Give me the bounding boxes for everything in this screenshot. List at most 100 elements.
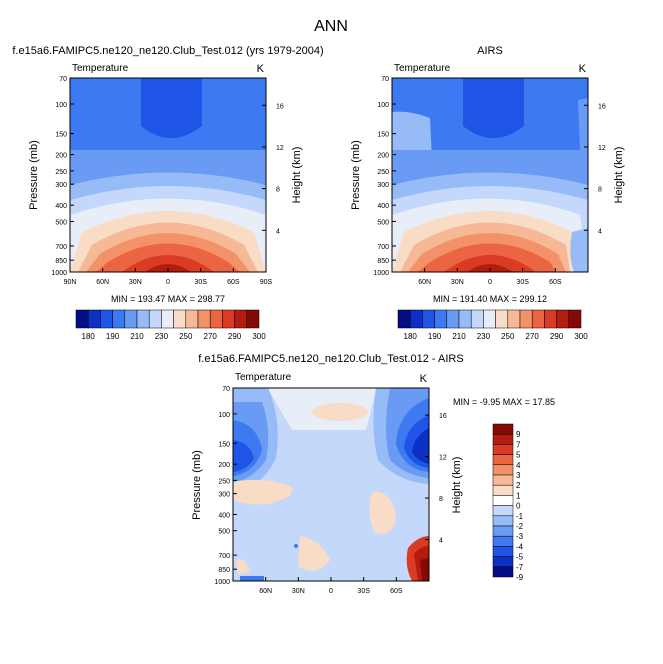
colorbar-label: 210 (452, 332, 466, 341)
x-tick-label: 0 (329, 588, 333, 595)
x-tick-label: 90N (64, 279, 77, 286)
y-tick-label: 300 (218, 492, 230, 499)
colorbar-swatch (197, 309, 211, 329)
y-tick-label: 700 (55, 244, 67, 251)
panel-obs-title: AIRS (477, 45, 503, 57)
y-tick-label: 100 (218, 412, 230, 419)
panel-obs-ylabel: Pressure (mb) (350, 140, 362, 210)
colorbar-swatch (492, 546, 514, 557)
x-tick-label: 60N (259, 588, 272, 595)
panel-difference-units-label: K (420, 373, 428, 385)
y-tick-label: 500 (55, 219, 67, 226)
x-tick-label: 0 (166, 279, 170, 286)
x-tick-label: 0 (488, 279, 492, 286)
colorbar-label: 230 (155, 332, 169, 341)
y2-tick-label: 16 (598, 103, 606, 110)
y-tick-label: 1000 (373, 270, 389, 277)
x-tick-label: 60S (227, 279, 240, 286)
colorbar-swatch (492, 495, 514, 506)
colorbar-swatch (492, 484, 514, 496)
y-tick-label: 70 (381, 76, 389, 83)
colorbar-swatch (492, 433, 514, 445)
panel-model-variable-label: Temperature (72, 63, 129, 74)
y2-tick-label: 16 (439, 413, 447, 420)
y2-tick-label: 4 (598, 228, 602, 235)
panel-obs-y2label: Height (km) (613, 147, 625, 204)
panel-model: f.e15a6.FAMIPC5.ne120_ne120.Club_Test.01… (12, 45, 323, 341)
panel-model-field (70, 78, 266, 272)
panel-model-colorbar: 180 190 210 230 250 270 290 300 (75, 309, 266, 341)
colorbar-swatch (148, 309, 162, 329)
y-tick-label: 850 (218, 567, 230, 574)
colorbar-swatch (434, 309, 448, 329)
x-tick-label: 30S (194, 279, 207, 286)
y-tick-label: 400 (218, 512, 230, 519)
panel-obs-variable-label: Temperature (394, 63, 451, 74)
colorbar-label: 5 (516, 451, 521, 460)
y2-tick-label: 12 (276, 145, 284, 152)
y2-tick-label: 8 (439, 496, 443, 503)
colorbar-label: 9 (516, 430, 521, 439)
colorbar-swatch (124, 309, 138, 329)
x-tick-label: 30N (129, 279, 142, 286)
x-tick-label: 60S (549, 279, 562, 286)
y-tick-label: 300 (377, 182, 389, 189)
x-tick-label: 60N (96, 279, 109, 286)
panel-obs-stats: MIN = 191.40 MAX = 299.12 (433, 294, 547, 304)
colorbar-swatch (492, 423, 514, 435)
x-tick-label: 30N (292, 588, 305, 595)
colorbar-label: 300 (574, 332, 588, 341)
y2-tick-label: 12 (439, 455, 447, 462)
y2-tick-label: 16 (276, 103, 284, 110)
y-tick-label: 200 (218, 462, 230, 469)
x-tick-label: 30S (357, 588, 370, 595)
colorbar-swatch (173, 309, 187, 329)
y-tick-label: 300 (55, 182, 67, 189)
colorbar-swatch (422, 309, 435, 329)
colorbar-swatch (209, 309, 223, 329)
colorbar-label: 290 (550, 332, 564, 341)
colorbar-label: 300 (252, 332, 266, 341)
panel-obs-field (392, 78, 588, 272)
panel-obs: AIRS 70 100 150 200 250 300 400 500 700 850 1000 16… (350, 45, 625, 341)
y-tick-label: 500 (218, 529, 230, 536)
colorbar-swatch (492, 535, 514, 547)
colorbar-label: -5 (516, 553, 524, 562)
panel-difference-axes: 70 100 150 200 250 300 400 500 700 850 1000 16 12 8 4 6… (214, 386, 446, 595)
colorbar-swatch (492, 444, 514, 455)
colorbar-swatch (234, 309, 248, 329)
colorbar-label: 7 (516, 440, 521, 449)
panel-difference-ylabel: Pressure (mb) (191, 450, 203, 520)
colorbar-swatch (136, 309, 150, 329)
colorbar-label: 230 (477, 332, 491, 341)
x-tick-label: 90S (260, 279, 273, 286)
colorbar-swatch (470, 309, 484, 329)
colorbar-swatch (492, 474, 514, 486)
colorbar-swatch (507, 309, 521, 329)
colorbar-swatch (100, 309, 113, 329)
x-tick-label: 30N (451, 279, 464, 286)
panel-obs-units-label: K (579, 63, 587, 75)
y-tick-label: 1000 (51, 270, 67, 277)
colorbar-label: 250 (501, 332, 515, 341)
panel-obs-colorbar: 180 190 210 230 250 270 290 300 (397, 309, 588, 341)
y-tick-label: 700 (218, 553, 230, 560)
colorbar-label: -7 (516, 563, 524, 572)
colorbar-swatch (492, 556, 514, 568)
colorbar-label: -3 (516, 532, 524, 541)
colorbar-label: 1 (516, 491, 521, 500)
colorbar-label: -1 (516, 512, 524, 521)
colorbar-label: 270 (204, 332, 218, 341)
y-tick-label: 150 (218, 441, 230, 448)
colorbar-swatch (112, 309, 126, 329)
x-tick-label: 60N (418, 279, 431, 286)
panel-model-axes: 70 100 150 200 250 300 400 500 700 850 1000 16 12 8 4 9… (51, 76, 283, 286)
colorbar-swatch (185, 309, 199, 329)
panel-difference-stats: MIN = -9.95 MAX = 17.85 (453, 397, 555, 407)
colorbar-swatch (397, 309, 411, 329)
colorbar-swatch (544, 309, 557, 329)
colorbar-label: -2 (516, 522, 524, 531)
colorbar-swatch (492, 454, 514, 466)
colorbar-label: -4 (516, 542, 524, 551)
